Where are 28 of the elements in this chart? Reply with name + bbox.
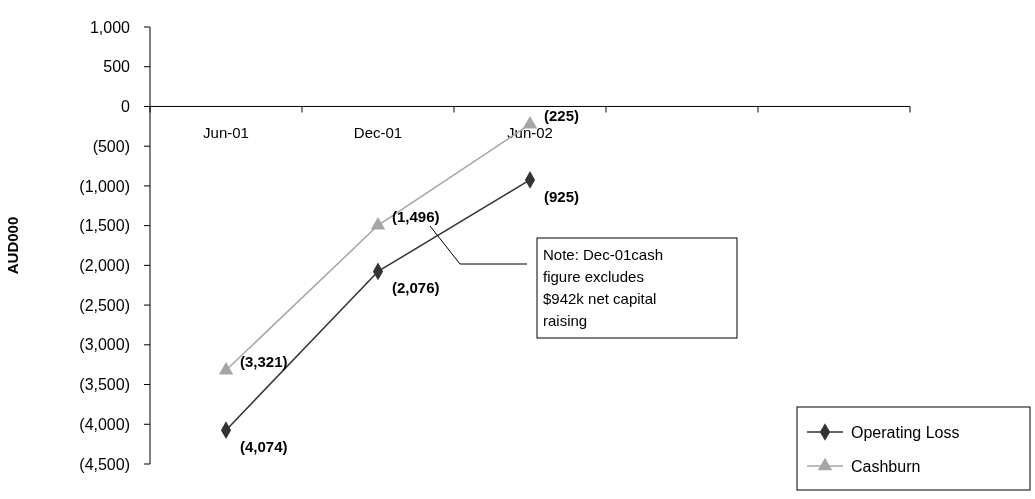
data-label: (3,321) bbox=[240, 353, 288, 371]
x-tick-label: Jun-01 bbox=[203, 124, 249, 142]
y-tick-label: 1,000 bbox=[89, 18, 131, 36]
data-label: (1,496) bbox=[392, 208, 440, 226]
y-tick-label: (1,000) bbox=[79, 177, 130, 195]
y-tick-label: (3,500) bbox=[79, 376, 130, 394]
y-tick-label: 0 bbox=[121, 98, 131, 116]
y-tick-label: (4,000) bbox=[79, 415, 130, 433]
data-label: (225) bbox=[544, 107, 580, 125]
y-tick-label: (2,500) bbox=[79, 296, 130, 314]
y-tick-label: 500 bbox=[103, 58, 131, 76]
point bbox=[218, 362, 234, 375]
legend-label: Operating Loss bbox=[851, 423, 960, 441]
x-tick-label: Jun-02 bbox=[507, 124, 553, 142]
point bbox=[522, 116, 538, 129]
data-label: (925) bbox=[544, 187, 580, 205]
y-axis-title: AUD000 bbox=[4, 216, 21, 275]
legend-label: Cashburn bbox=[851, 457, 921, 475]
annotation: Note: Dec-01cash figure excludes $942k net capital raising bbox=[543, 246, 664, 329]
y-tick-label: (500) bbox=[92, 137, 130, 155]
data-label: (4,074) bbox=[240, 438, 288, 456]
y-tick-label: (2,000) bbox=[79, 256, 130, 274]
y-tick-label: (4,500) bbox=[79, 455, 130, 473]
x-tick-label: Dec-01 bbox=[353, 124, 403, 142]
point bbox=[370, 216, 386, 230]
data-label: (2,076) bbox=[392, 279, 440, 297]
y-tick-label: (1,500) bbox=[79, 217, 130, 235]
y-tick-label: (3,000) bbox=[79, 336, 130, 354]
